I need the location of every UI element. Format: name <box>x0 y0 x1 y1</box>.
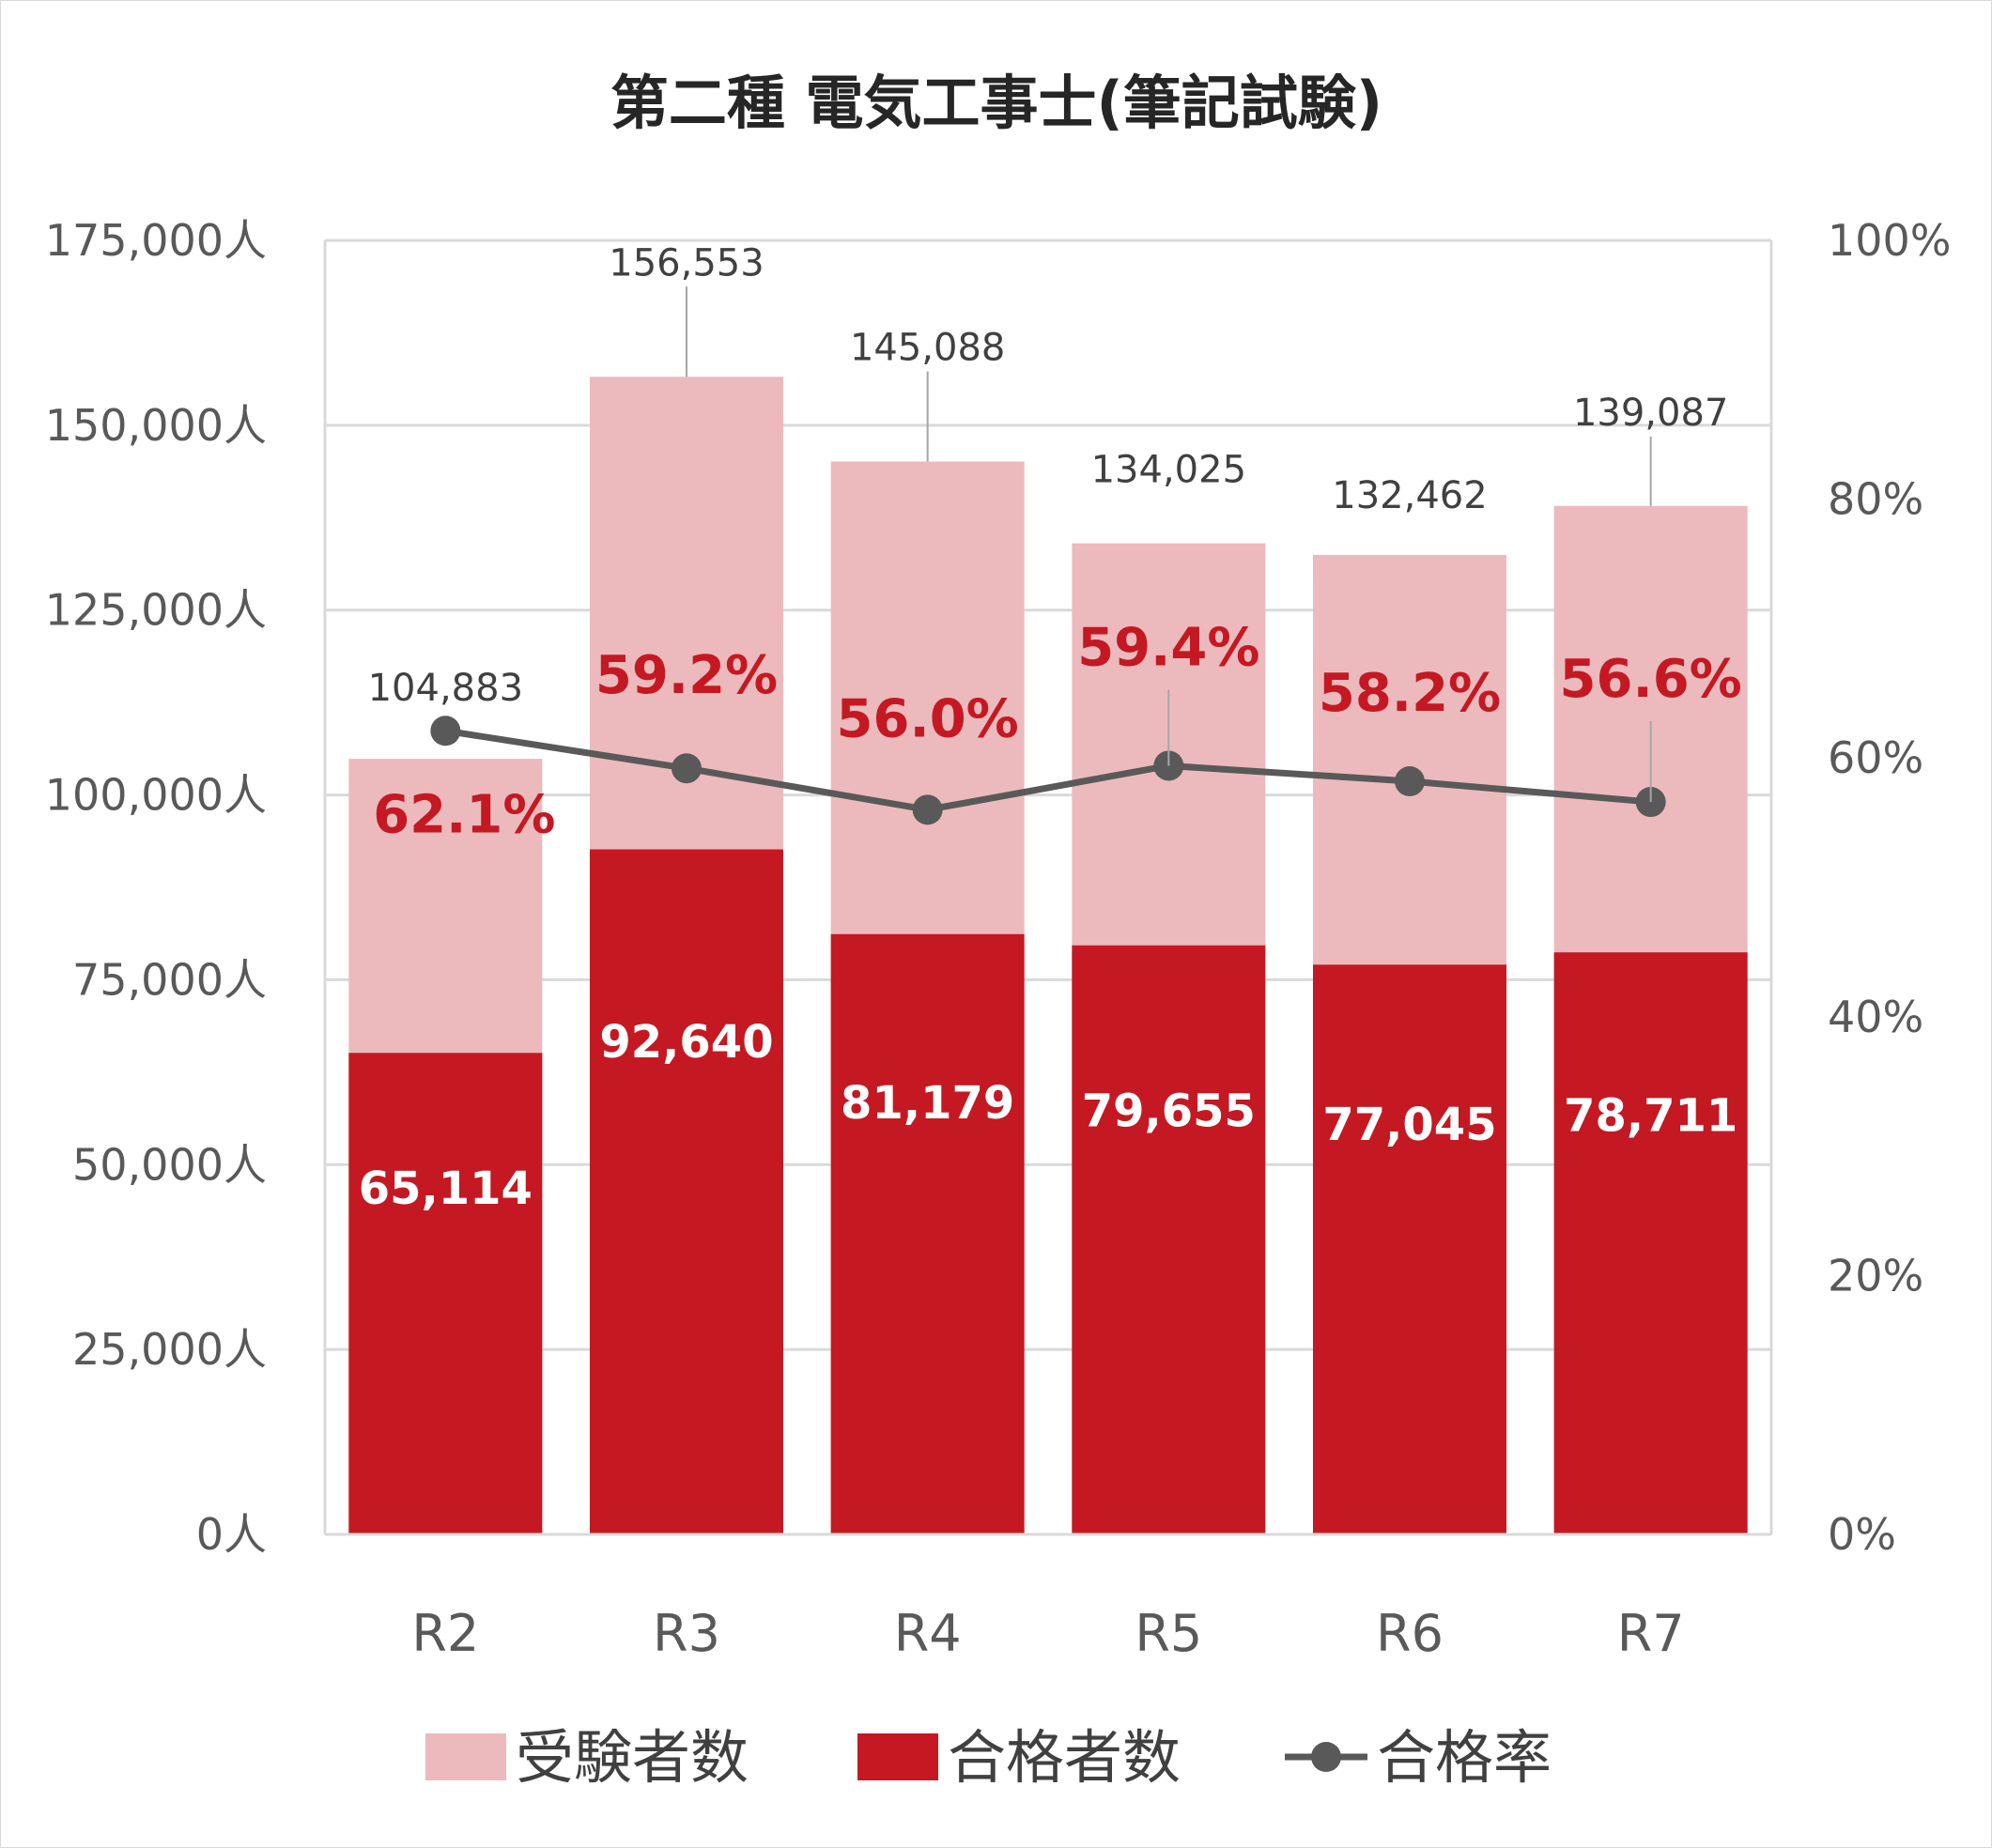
legend-label-passed: 合格者数 <box>948 1723 1181 1792</box>
applicants-data-label: 104,883 <box>368 667 523 710</box>
rate-data-label: 58.2% <box>1319 663 1501 724</box>
bar-passed <box>830 933 1025 1534</box>
gridlines <box>325 239 1771 1351</box>
bar-passed <box>590 849 783 1534</box>
rate-data-label: 59.4% <box>1077 617 1259 678</box>
pass-rate-marker <box>430 716 461 747</box>
y2-tick-label: 0% <box>1828 1509 1896 1560</box>
legend: 受験者数 合格者数 合格率 <box>425 1723 1552 1792</box>
bar-passed <box>1072 945 1266 1534</box>
legend-label-applicants: 受験者数 <box>516 1723 749 1792</box>
bar-passed <box>348 1053 543 1534</box>
rate-data-label: 59.2% <box>595 645 778 706</box>
passed-data-label: 79,655 <box>1082 1085 1256 1137</box>
pass-rate-polyline <box>444 727 1651 813</box>
bars <box>348 377 1748 1535</box>
applicants-data-label: 134,025 <box>1091 449 1246 492</box>
y2-tick-label: 20% <box>1828 1250 1923 1301</box>
passed-data-label: 92,640 <box>599 1016 773 1069</box>
y-tick-label: 0人 <box>196 1509 267 1560</box>
y2-tick-label: 100% <box>1828 215 1952 266</box>
y-tick-label: 25,000人 <box>72 1324 267 1375</box>
applicants-data-label: 145,088 <box>850 327 1005 370</box>
legend-swatch-applicants <box>425 1733 506 1780</box>
legend-marker-rate <box>1311 1742 1341 1772</box>
y-tick-label: 50,000人 <box>72 1139 267 1190</box>
y-tick-label: 125,000人 <box>45 585 267 636</box>
applicants-data-label: 139,087 <box>1573 392 1728 435</box>
x-tick-label: R6 <box>1376 1604 1444 1663</box>
x-tick-label: R4 <box>894 1604 962 1663</box>
pass-rate-line <box>430 716 1666 825</box>
y2-tick-label: 60% <box>1828 732 1923 783</box>
rate-data-label: 56.6% <box>1560 649 1742 710</box>
data-labels: 104,883 65,114 62.1% 156,553 92,640 59.2% 145,… <box>359 241 1742 1215</box>
bar-passed <box>1553 952 1748 1534</box>
y-tick-label: 150,000人 <box>45 400 267 451</box>
passed-data-label: 78,711 <box>1564 1090 1737 1143</box>
x-tick-label: R2 <box>411 1604 479 1663</box>
y2-tick-label: 80% <box>1828 474 1923 525</box>
pass-rate-marker <box>1395 766 1425 797</box>
chart-title: 第二種 電気工事士(筆記試験) <box>610 69 1382 137</box>
applicants-data-label: 132,462 <box>1332 474 1487 517</box>
y-tick-label: 100,000人 <box>45 770 267 821</box>
y-tick-label: 175,000人 <box>45 215 267 266</box>
y-tick-label: 75,000人 <box>72 954 267 1005</box>
pass-rate-marker <box>912 794 943 825</box>
x-tick-label: R3 <box>653 1604 720 1663</box>
passed-data-label: 77,045 <box>1322 1099 1496 1151</box>
passed-data-label: 65,114 <box>359 1163 533 1215</box>
x-tick-label: R5 <box>1135 1604 1202 1663</box>
legend-label-rate: 合格率 <box>1377 1723 1552 1792</box>
passed-data-label: 81,179 <box>841 1077 1014 1130</box>
rate-data-label: 56.0% <box>837 688 1019 749</box>
applicants-data-label: 156,553 <box>609 241 764 285</box>
axes: 0人 25,000人 50,000人 75,000人 100,000人 125,000人 1… <box>45 215 1952 1663</box>
pass-rate-marker <box>672 753 702 784</box>
bar-passed <box>1313 964 1506 1534</box>
x-tick-label: R7 <box>1617 1604 1685 1663</box>
rate-data-label: 62.1% <box>373 784 555 845</box>
y2-tick-label: 40% <box>1828 992 1923 1042</box>
legend-swatch-passed <box>857 1733 938 1780</box>
